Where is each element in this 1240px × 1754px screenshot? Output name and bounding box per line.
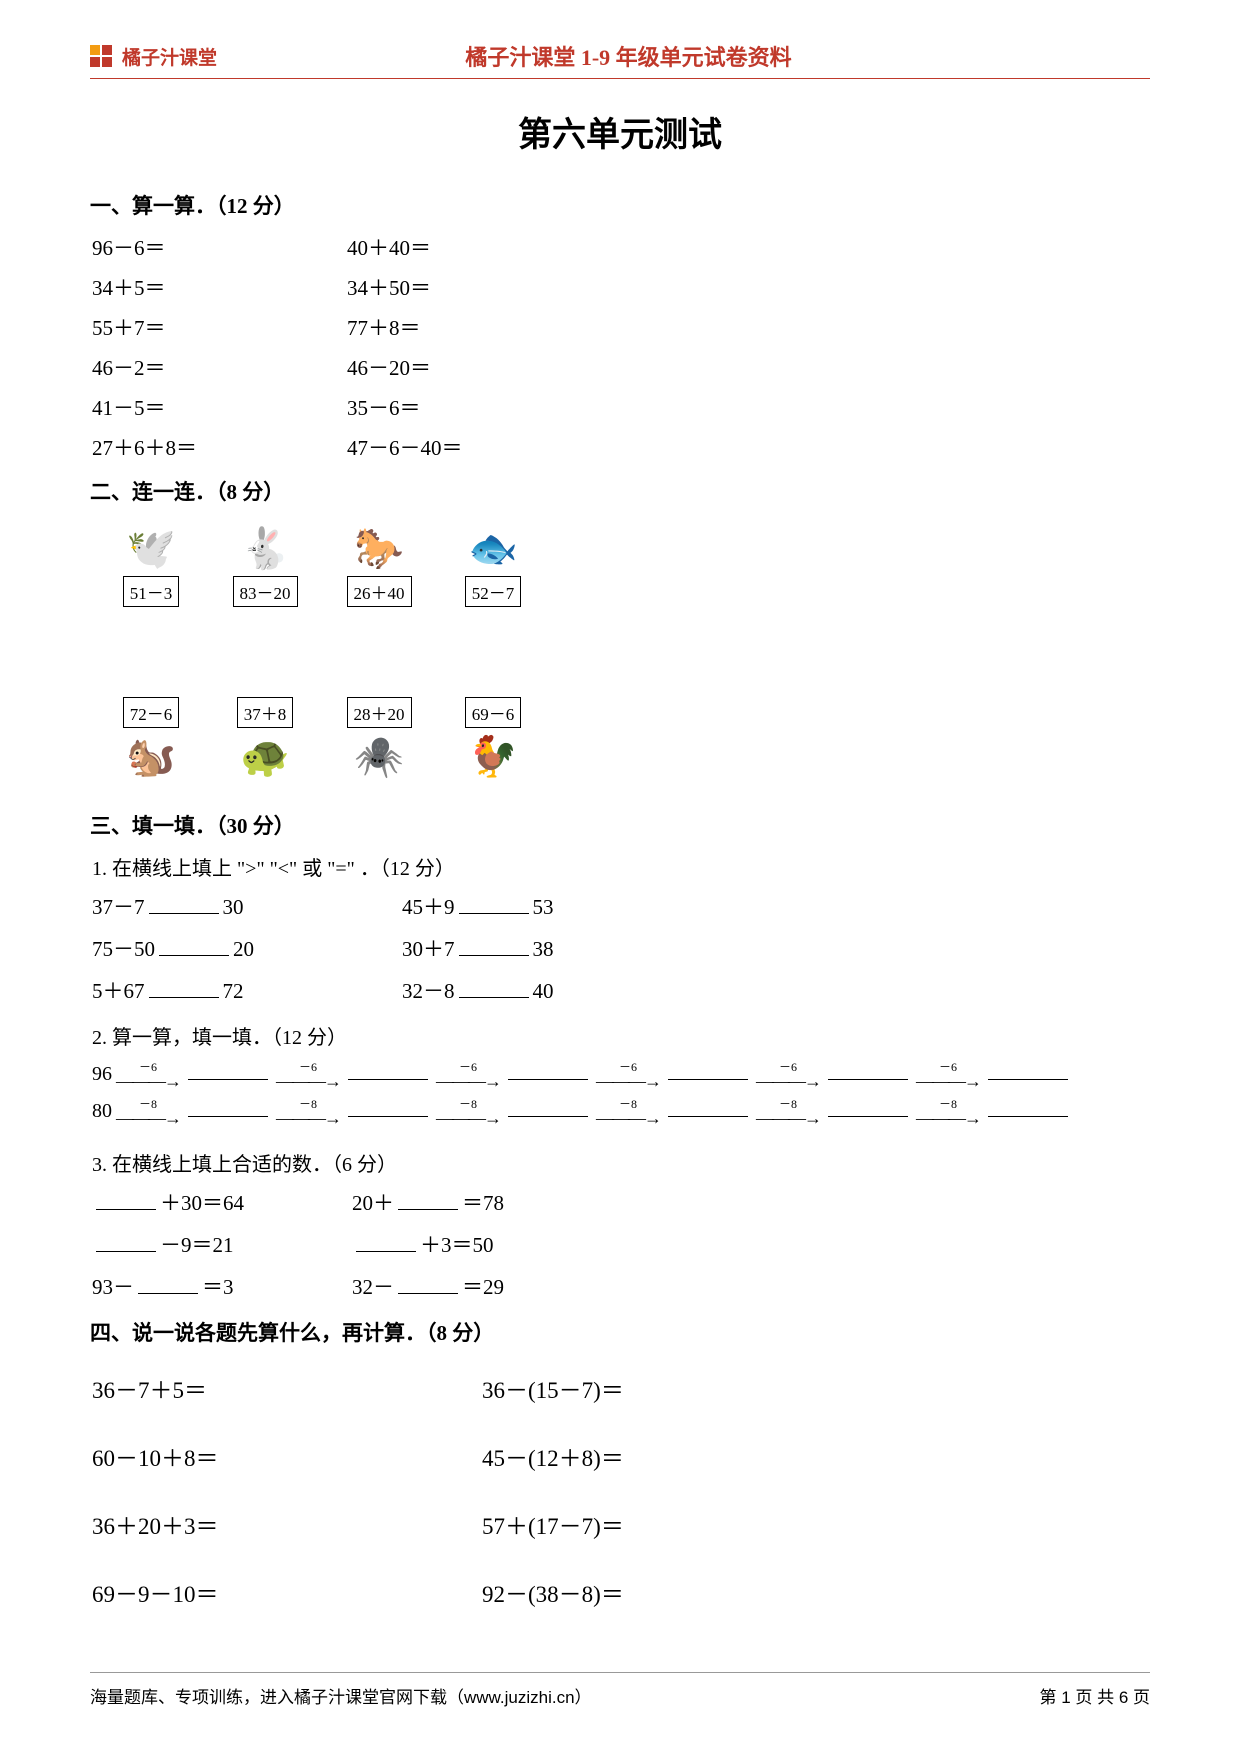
equation-box: 37＋8 — [237, 697, 294, 728]
section-2-head: 二、连一连．（8 分） — [90, 476, 1150, 506]
equation-box: 83－20 — [233, 576, 298, 607]
fill-cell: －9＝21 — [92, 1229, 352, 1259]
equation-box: 52－7 — [465, 576, 522, 607]
match-item: 🐓69－6 — [450, 697, 536, 784]
calc-cell: 41－5＝ — [92, 392, 347, 422]
calc-cell: 35－6＝ — [347, 392, 1150, 422]
calc-cell: 34＋50＝ — [347, 272, 1150, 302]
compare-cell: 32－840 — [402, 975, 1150, 1005]
compare-cell: 37－730 — [92, 891, 402, 921]
fill-cell: 32－＝29 — [352, 1271, 1150, 1301]
calc-cell: 57＋(17－7)＝ — [482, 1507, 1150, 1541]
match-item: 🕷️28＋20 — [336, 697, 422, 784]
equation-box: 69－6 — [465, 697, 522, 728]
fill-cell: 20＋＝78 — [352, 1187, 1150, 1217]
calc-cell: 77＋8＝ — [347, 312, 1150, 342]
s3-q1-prompt: 1. 在横线上填上 ">" "<" 或 "=" ．（12 分） — [92, 852, 1150, 881]
page-footer: 海量题库、专项训练，进入橘子汁课堂官网下载（www.juzizhi.cn） 第 … — [90, 1672, 1150, 1708]
section-4-grid: 36－7＋5＝36－(15－7)＝60－10＋8＝45－(12＋8)＝36＋20… — [92, 1371, 1150, 1609]
calc-cell: 96－6＝ — [92, 232, 347, 262]
animal-icon: 🕊️ — [116, 520, 186, 576]
calc-cell: 46－20＝ — [347, 352, 1150, 382]
animal-icon: 🐟 — [458, 520, 528, 576]
calc-cell: 34＋5＝ — [92, 272, 347, 302]
match-top-row: 🕊️51－3 🐇83－20 🐎26＋40 🐟52－7 — [108, 520, 1150, 607]
logo: 橘子汁课堂 — [90, 43, 217, 70]
animal-icon: 🕷️ — [344, 728, 414, 784]
animal-icon: 🐎 — [344, 520, 414, 576]
calc-cell: 69－9－10＝ — [92, 1575, 482, 1609]
animal-icon: 🐿️ — [116, 728, 186, 784]
logo-icon — [90, 45, 112, 67]
s3-q2-prompt: 2. 算一算，填一填．（12 分） — [92, 1021, 1150, 1050]
calc-cell: 92－(38－8)＝ — [482, 1575, 1150, 1609]
compare-cell: 75－5020 — [92, 933, 402, 963]
equation-box: 72－6 — [123, 697, 180, 728]
calc-cell: 45－(12＋8)＝ — [482, 1439, 1150, 1473]
match-item: 🐟52－7 — [450, 520, 536, 607]
compare-cell: 5＋6772 — [92, 975, 402, 1005]
fill-cell: 93－＝3 — [92, 1271, 352, 1301]
section-1-head: 一、算一算．（12 分） — [90, 190, 1150, 220]
header-center-title: 橘子汁课堂 1-9 年级单元试卷资料 — [217, 40, 1040, 72]
s3-q1-grid: 37－73045＋95375－502030＋7385＋677232－840 — [92, 891, 1150, 1005]
s3-q3-grid: ＋30＝6420＋＝78－9＝21＋3＝5093－＝332－＝29 — [92, 1187, 1150, 1301]
calc-cell: 36－7＋5＝ — [92, 1371, 482, 1405]
fill-cell: ＋3＝50 — [352, 1229, 1150, 1259]
animal-icon: 🐢 — [230, 728, 300, 784]
page-header: 橘子汁课堂 橘子汁课堂 1-9 年级单元试卷资料 — [90, 40, 1150, 79]
footer-left: 海量题库、专项训练，进入橘子汁课堂官网下载（www.juzizhi.cn） — [90, 1683, 592, 1708]
s3-q3-prompt: 3. 在横线上填上合适的数．（6 分） — [92, 1148, 1150, 1177]
calc-cell: 55＋7＝ — [92, 312, 347, 342]
calc-cell: 60－10＋8＝ — [92, 1439, 482, 1473]
match-bottom-row: 🐿️72－6 🐢37＋8 🕷️28＋20 🐓69－6 — [108, 697, 1150, 784]
fill-cell: ＋30＝64 — [92, 1187, 352, 1217]
page-title: 第六单元测试 — [90, 107, 1150, 156]
calc-cell: 36＋20＋3＝ — [92, 1507, 482, 1541]
match-item: 🐢37＋8 — [222, 697, 308, 784]
animal-icon: 🐓 — [458, 728, 528, 784]
compare-cell: 30＋738 — [402, 933, 1150, 963]
animal-icon: 🐇 — [230, 520, 300, 576]
equation-box: 28＋20 — [347, 697, 412, 728]
calc-cell: 36－(15－7)＝ — [482, 1371, 1150, 1405]
section-3-head: 三、填一填．（30 分） — [90, 810, 1150, 840]
section-4-head: 四、说一说各题先算什么，再计算．（8 分） — [90, 1317, 1150, 1347]
match-item: 🐇83－20 — [222, 520, 308, 607]
chain-a: 96－6———→－6———→－6———→－6———→－6———→－6———→ — [92, 1060, 1150, 1089]
calc-cell: 46－2＝ — [92, 352, 347, 382]
compare-cell: 45＋953 — [402, 891, 1150, 921]
equation-box: 26＋40 — [347, 576, 412, 607]
logo-text: 橘子汁课堂 — [122, 43, 217, 70]
match-item: 🕊️51－3 — [108, 520, 194, 607]
footer-right: 第 1 页 共 6 页 — [1039, 1683, 1150, 1708]
match-item: 🐿️72－6 — [108, 697, 194, 784]
section-1-grid: 96－6＝40＋40＝34＋5＝34＋50＝55＋7＝77＋8＝46－2＝46－… — [92, 232, 1150, 462]
equation-box: 51－3 — [123, 576, 180, 607]
match-item: 🐎26＋40 — [336, 520, 422, 607]
calc-cell: 40＋40＝ — [347, 232, 1150, 262]
calc-cell: 27＋6＋8＝ — [92, 432, 347, 462]
chain-b: 80－8———→－8———→－8———→－8———→－8———→－8———→ — [92, 1097, 1150, 1126]
calc-cell: 47－6－40＝ — [347, 432, 1150, 462]
